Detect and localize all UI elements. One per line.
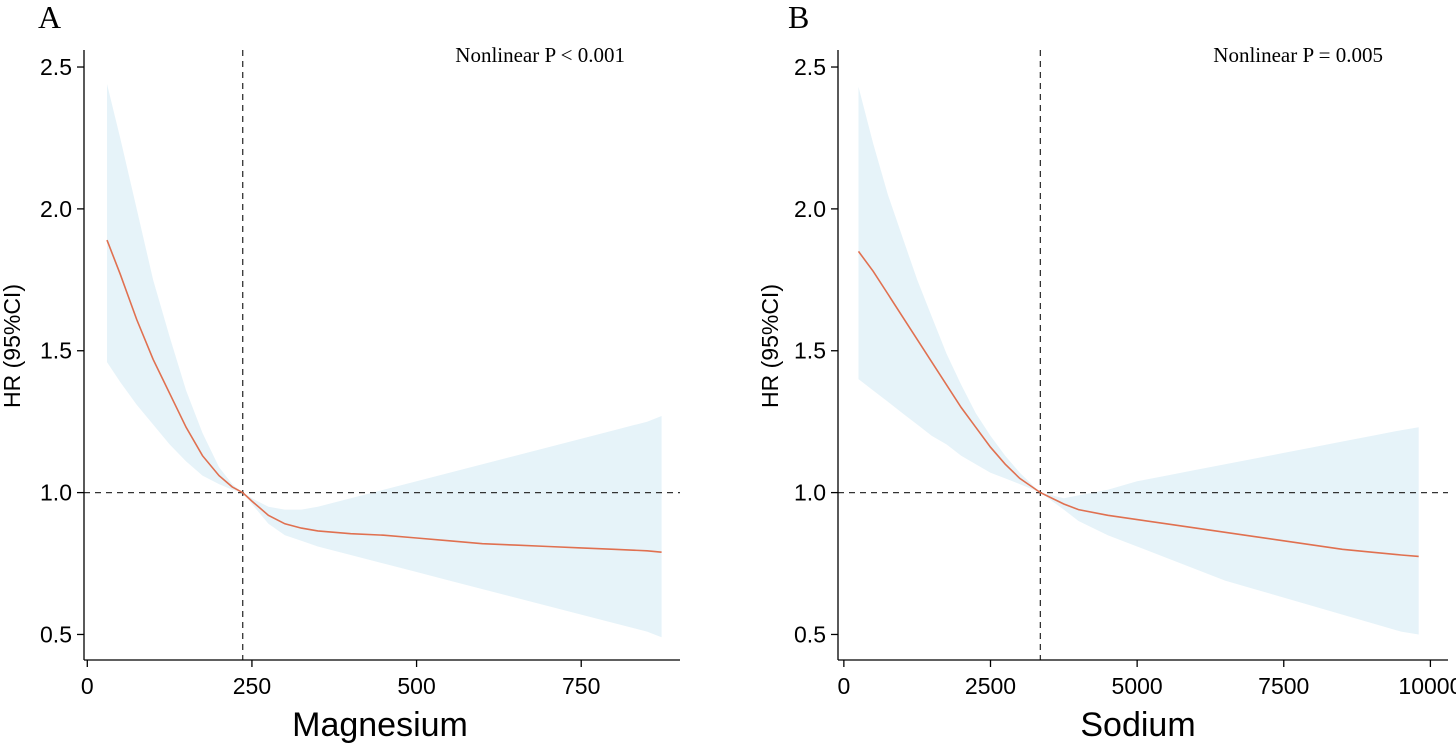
y-tick-label: 2.5 bbox=[794, 54, 826, 80]
y-axis-label-b: HR (95%CI) bbox=[757, 284, 783, 408]
confidence-band bbox=[107, 84, 662, 638]
hr-estimate-line bbox=[106, 239, 662, 553]
confidence-band bbox=[858, 86, 1419, 635]
x-tick-label: 0 bbox=[81, 673, 94, 699]
y-tick-label: 1.0 bbox=[794, 480, 826, 506]
x-tick-label: 7500 bbox=[1258, 673, 1309, 699]
panel-a: A Nonlinear P < 0.001 0.5 1.0 1.5 2.0 2.5 0 25… bbox=[0, 0, 680, 744]
y-tick-label: 2.0 bbox=[40, 196, 72, 222]
x-tick-label: 250 bbox=[233, 673, 271, 699]
y-tick-label: 0.5 bbox=[794, 621, 826, 647]
annotation-nonlinear-p-b: Nonlinear P = 0.005 bbox=[1213, 43, 1383, 67]
hr-estimate-line bbox=[857, 250, 1419, 558]
x-tick-label: 750 bbox=[562, 673, 600, 699]
panel-b: B Nonlinear P = 0.005 0.5 1.0 1.5 2.0 2.5 0 25… bbox=[757, 0, 1456, 744]
plot-area-a: 0.5 1.0 1.5 2.0 2.5 0 250 500 750 bbox=[40, 50, 680, 699]
x-axis-label-b: Sodium bbox=[1080, 706, 1195, 744]
panel-label-a: A bbox=[38, 0, 61, 35]
y-tick-label: 2.5 bbox=[40, 54, 72, 80]
x-tick-label: 5000 bbox=[1112, 673, 1163, 699]
x-axis-label-a: Magnesium bbox=[292, 706, 468, 744]
y-tick-label: 0.5 bbox=[40, 621, 72, 647]
panel-label-b: B bbox=[788, 0, 809, 35]
y-tick-label: 2.0 bbox=[794, 196, 826, 222]
y-tick-label: 1.5 bbox=[794, 338, 826, 364]
y-axis-label-a: HR (95%CI) bbox=[0, 284, 25, 408]
plot-area-b: 0.5 1.0 1.5 2.0 2.5 0 2500 5000 7500 10000 bbox=[794, 50, 1456, 699]
x-tick-label: 10000 bbox=[1398, 673, 1456, 699]
x-tick-label: 0 bbox=[837, 673, 850, 699]
x-tick-label: 500 bbox=[397, 673, 435, 699]
y-tick-label: 1.5 bbox=[40, 338, 72, 364]
annotation-nonlinear-p-a: Nonlinear P < 0.001 bbox=[455, 43, 625, 67]
x-tick-label: 2500 bbox=[965, 673, 1016, 699]
y-tick-label: 1.0 bbox=[40, 480, 72, 506]
